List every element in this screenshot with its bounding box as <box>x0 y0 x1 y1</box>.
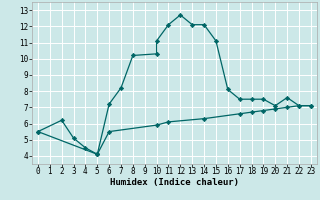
X-axis label: Humidex (Indice chaleur): Humidex (Indice chaleur) <box>110 178 239 187</box>
